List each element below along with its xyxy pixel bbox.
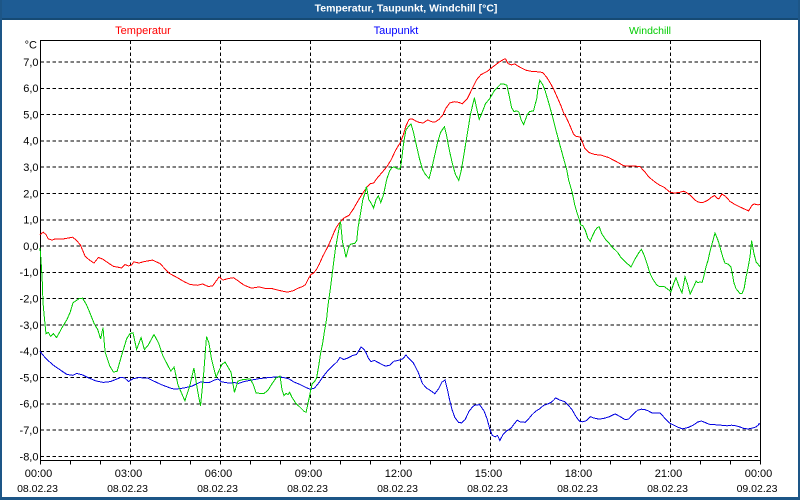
svg-text:Taupunkt: Taupunkt (374, 25, 419, 37)
svg-text:08.02.23: 08.02.23 (377, 483, 418, 495)
svg-text:12:00: 12:00 (385, 468, 413, 480)
svg-text:08.02.23: 08.02.23 (647, 483, 688, 495)
svg-text:1,0: 1,0 (23, 215, 38, 227)
svg-text:Temperatur: Temperatur (115, 25, 171, 37)
svg-text:°C: °C (25, 40, 37, 52)
svg-text:3,0: 3,0 (23, 162, 38, 174)
svg-text:08.02.23: 08.02.23 (287, 483, 328, 495)
svg-text:5,0: 5,0 (23, 109, 38, 121)
svg-text:-1,0: -1,0 (20, 267, 39, 279)
svg-text:15:00: 15:00 (475, 468, 503, 480)
svg-text:21:00: 21:00 (655, 468, 683, 480)
svg-text:6,0: 6,0 (23, 83, 38, 95)
svg-text:-3,0: -3,0 (20, 320, 39, 332)
svg-text:00:00: 00:00 (745, 468, 773, 480)
svg-text:03:00: 03:00 (115, 468, 143, 480)
svg-text:4,0: 4,0 (23, 136, 38, 148)
svg-text:-2,0: -2,0 (20, 294, 39, 306)
svg-text:2,0: 2,0 (23, 188, 38, 200)
svg-text:08.02.23: 08.02.23 (107, 483, 148, 495)
svg-text:-5,0: -5,0 (20, 372, 39, 384)
svg-text:08.02.23: 08.02.23 (17, 483, 58, 495)
svg-text:-6,0: -6,0 (20, 399, 39, 411)
svg-text:08.02.23: 08.02.23 (467, 483, 508, 495)
svg-text:-8,0: -8,0 (20, 451, 39, 463)
svg-text:08.02.23: 08.02.23 (557, 483, 598, 495)
svg-text:09:00: 09:00 (295, 468, 323, 480)
svg-text:09.02.23: 09.02.23 (737, 483, 778, 495)
svg-text:06:00: 06:00 (205, 468, 233, 480)
svg-text:18:00: 18:00 (565, 468, 593, 480)
svg-text:-4,0: -4,0 (20, 346, 39, 358)
svg-text:08.02.23: 08.02.23 (197, 483, 238, 495)
svg-text:Temperatur, Taupunkt, Windchil: Temperatur, Taupunkt, Windchill [°C] (315, 2, 498, 14)
svg-text:-7,0: -7,0 (20, 425, 39, 437)
svg-text:Windchill: Windchill (629, 25, 671, 37)
svg-text:00:00: 00:00 (25, 468, 53, 480)
svg-text:7,0: 7,0 (23, 57, 38, 69)
svg-text:0,0: 0,0 (23, 241, 38, 253)
